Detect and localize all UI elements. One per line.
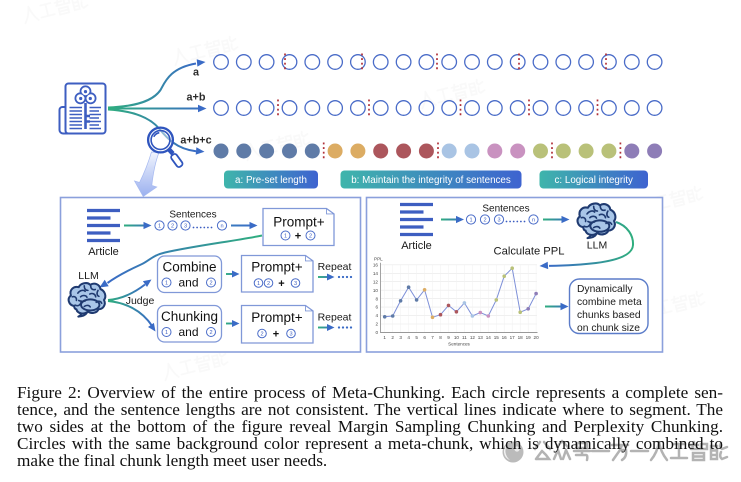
svg-text:18: 18	[518, 335, 524, 340]
svg-text:13: 13	[478, 335, 484, 340]
svg-text:2: 2	[309, 234, 312, 240]
svg-text:2: 2	[375, 322, 378, 327]
svg-text:2: 2	[209, 281, 212, 287]
svg-text:2: 2	[483, 218, 486, 224]
svg-text:b: Maintain the integrity of s: b: Maintain the integrity of sentences	[351, 175, 511, 186]
svg-text:+: +	[273, 329, 279, 341]
svg-text:1: 1	[257, 281, 260, 287]
svg-text:chunks based: chunks based	[577, 310, 641, 321]
svg-text:2: 2	[391, 335, 394, 340]
svg-text:1: 1	[469, 218, 472, 224]
svg-text:Dynamically: Dynamically	[577, 284, 633, 295]
svg-text:a: Pre-set length: a: Pre-set length	[235, 175, 307, 186]
svg-text:1: 1	[284, 234, 287, 240]
svg-text:and: and	[178, 325, 198, 339]
svg-text:Sentences: Sentences	[169, 210, 216, 221]
svg-text:1: 1	[165, 281, 168, 287]
svg-text:Article: Article	[88, 246, 119, 258]
svg-text:a+b+c: a+b+c	[180, 135, 211, 147]
svg-text:a+b: a+b	[187, 92, 206, 104]
svg-text:16: 16	[502, 335, 508, 340]
svg-text:3: 3	[294, 281, 297, 287]
svg-text:a: a	[193, 67, 200, 79]
svg-text:3: 3	[289, 332, 292, 338]
svg-text:1: 1	[158, 224, 161, 230]
svg-text:12: 12	[373, 279, 379, 284]
svg-text:Sentences: Sentences	[482, 204, 529, 215]
svg-text:14: 14	[486, 335, 492, 340]
svg-text:and: and	[178, 276, 198, 290]
svg-text:Judge: Judge	[126, 295, 155, 307]
svg-text:4: 4	[407, 335, 410, 340]
svg-text:Calculate PPL: Calculate PPL	[494, 246, 565, 258]
svg-text:11: 11	[462, 335, 467, 340]
svg-text:7: 7	[431, 335, 434, 340]
svg-text:+: +	[295, 231, 301, 243]
svg-text:2: 2	[260, 332, 263, 338]
svg-text:combine meta: combine meta	[577, 297, 642, 308]
svg-text:15: 15	[494, 335, 500, 340]
svg-text:2: 2	[209, 330, 212, 336]
svg-text:12: 12	[470, 335, 476, 340]
svg-text:LLM: LLM	[78, 270, 98, 282]
svg-text:+: +	[278, 278, 284, 290]
svg-text:14: 14	[373, 271, 379, 276]
svg-text:1: 1	[165, 330, 168, 336]
svg-text:16: 16	[373, 262, 379, 267]
svg-text:Repeat: Repeat	[318, 261, 352, 273]
svg-text:2: 2	[267, 281, 270, 287]
svg-text:3: 3	[184, 224, 187, 230]
svg-text:Sentences: Sentences	[448, 342, 470, 347]
svg-text:6: 6	[423, 335, 426, 340]
svg-text:Prompt+: Prompt+	[273, 215, 325, 230]
svg-text:4: 4	[375, 313, 378, 318]
svg-text:n: n	[220, 224, 223, 230]
svg-text:c: Logical integrity: c: Logical integrity	[555, 175, 634, 186]
svg-text:20: 20	[534, 335, 540, 340]
svg-text:17: 17	[510, 335, 516, 340]
svg-text:9: 9	[447, 335, 450, 340]
svg-text:1: 1	[383, 335, 386, 340]
svg-text:3: 3	[497, 218, 500, 224]
svg-text:Prompt+: Prompt+	[251, 260, 303, 275]
svg-text:8: 8	[439, 335, 442, 340]
svg-text:Chunking: Chunking	[161, 309, 218, 324]
svg-text:0: 0	[375, 330, 378, 335]
svg-text:n: n	[532, 218, 535, 224]
svg-text:PPL: PPL	[374, 257, 383, 262]
svg-text:19: 19	[526, 335, 532, 340]
svg-text:6: 6	[375, 305, 378, 310]
svg-text:8: 8	[375, 296, 378, 301]
svg-text:Repeat: Repeat	[318, 312, 352, 324]
svg-text:LLM: LLM	[587, 240, 607, 252]
svg-text:Combine: Combine	[162, 260, 216, 275]
svg-text:2: 2	[171, 224, 174, 230]
svg-text:10: 10	[454, 335, 460, 340]
svg-text:10: 10	[373, 288, 379, 293]
svg-text:5: 5	[415, 335, 418, 340]
svg-text:Prompt+: Prompt+	[251, 310, 303, 325]
svg-text:3: 3	[399, 335, 402, 340]
svg-text:Article: Article	[401, 240, 432, 252]
svg-text:on chunk size: on chunk size	[577, 323, 640, 334]
